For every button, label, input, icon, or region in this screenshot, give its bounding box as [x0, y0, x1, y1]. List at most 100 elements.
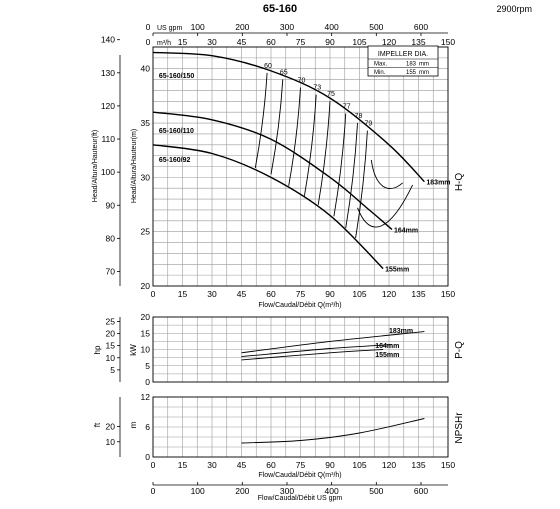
efficiency-iso-line — [355, 130, 368, 239]
top-gpm-tick: 600 — [414, 22, 428, 32]
top-gpm-tick: 200 — [235, 22, 249, 32]
hq-y-m-label: Head/Altura/Hauteur(m) — [131, 129, 138, 203]
hq-y-m-tick: 30 — [141, 172, 151, 182]
np-x-tick: 120 — [382, 460, 396, 470]
top-gpm-tick: 0 — [146, 22, 151, 32]
pq-y-hp-tick: 20 — [106, 329, 116, 339]
top-gpm-tick: 500 — [369, 22, 383, 32]
efficiency-label: 65 — [280, 69, 288, 76]
efficiency-label: 73 — [313, 85, 321, 92]
bottom-gpm-tick: 100 — [191, 486, 205, 496]
npsh-curve — [241, 418, 425, 444]
hq-y-ft-tick: 80 — [106, 233, 116, 243]
efficiency-label: 79 — [364, 121, 372, 128]
pq-y-hp-tick: 25 — [106, 316, 116, 326]
np-x-tick: 15 — [178, 460, 188, 470]
np-y-ft-tick: 10 — [106, 437, 116, 447]
hq-x-tick: 90 — [325, 289, 335, 299]
hq-curve-name: 65-160/150 — [159, 73, 195, 80]
hq-y-m-tick: 35 — [141, 118, 151, 128]
hq-x-tick: 30 — [207, 289, 217, 299]
pq-frame — [152, 316, 449, 383]
hq-y-m-tick: 25 — [141, 227, 151, 237]
top-m3h-tick: 150 — [441, 37, 455, 47]
bottom-gpm-tick: 300 — [280, 486, 294, 496]
pq-y-kw-label: kW — [129, 344, 138, 356]
bottom-gpm-label: Flow/Caudal/Débit US gpm — [258, 495, 343, 502]
hq-curve-155mm — [152, 144, 384, 270]
hq-y-ft-tick: 140 — [101, 35, 115, 45]
bottom-gpm-tick: 200 — [235, 486, 249, 496]
hq-y-ft-tick: 70 — [106, 266, 116, 276]
pq-y-kw-tick: 5 — [145, 361, 150, 371]
efficiency-iso-line — [254, 72, 268, 169]
top-gpm-tick: 100 — [191, 22, 205, 32]
efficiency-loop-upper — [370, 159, 404, 189]
efficiency-label: 75 — [327, 91, 335, 98]
np-y-ft-tick: 20 — [106, 422, 116, 432]
bottom-gpm-tick: 0 — [151, 486, 156, 496]
efficiency-label: 77 — [343, 104, 351, 111]
impeller-max-value: 183 — [406, 62, 417, 68]
bottom-gpm-tick: 600 — [414, 486, 428, 496]
top-m3h-tick: 15 — [178, 37, 188, 47]
hq-curve-end-label: 155mm — [385, 267, 409, 274]
impeller-min-unit: mm — [419, 70, 429, 76]
chart-title: 65-160 — [263, 3, 297, 15]
impeller-max-unit: mm — [419, 62, 429, 68]
hq-x-tick: 0 — [151, 289, 156, 299]
pq-y-kw-tick: 15 — [141, 328, 151, 338]
efficiency-label: 70 — [298, 77, 306, 84]
hq-y-ft-tick: 110 — [101, 134, 115, 144]
top-m3h-tick: 30 — [207, 37, 217, 47]
top-gpm-tick: 400 — [325, 22, 339, 32]
efficiency-loop-lower — [357, 184, 414, 228]
pq-y-hp-tick: 5 — [110, 365, 115, 375]
top-m3h-tick: 0 — [146, 37, 151, 47]
hq-y-ft-tick: 130 — [101, 68, 115, 78]
speed-label: 2900rpm — [496, 4, 532, 14]
bottom-gpm-tick: 400 — [325, 486, 339, 496]
pq-curve-164mm — [241, 344, 393, 358]
hq-curve-name: 65-160/110 — [159, 128, 194, 135]
top-m3h-tick: 75 — [296, 37, 306, 47]
hq-curve-end-label: 164mm — [394, 228, 418, 235]
np-frame — [152, 396, 449, 458]
pq-curve-155mm — [241, 349, 384, 361]
efficiency-iso-line — [288, 87, 301, 186]
efficiency-label: 78 — [355, 113, 363, 120]
np-x-tick: 90 — [325, 460, 335, 470]
top-gpm-tick: 300 — [280, 22, 294, 32]
impeller-box: IMPELLER DIA. Max. 183 mm Min. 155 mm — [367, 45, 439, 77]
top-m3h-tick: 135 — [411, 37, 425, 47]
pq-y-kw-tick: 10 — [141, 345, 151, 355]
top-m3h-tick: 90 — [325, 37, 335, 47]
np-y-m-tick: 6 — [145, 422, 150, 432]
bottom-gpm-axis: 0 100 200 300 400 500 600 Flow/Caudal/Débit US … — [151, 482, 448, 502]
impeller-box-title: IMPELLER DIA. — [378, 51, 428, 58]
np-y-m-tick: 0 — [145, 452, 150, 462]
top-m3h-tick: 120 — [382, 37, 396, 47]
efficiency-iso-line — [303, 94, 317, 196]
np-x-label: Flow/Caudal/Débit Q(m³/h) — [258, 472, 341, 479]
pq-y-kw-tick: 20 — [141, 312, 151, 322]
np-y-m-tick: 12 — [141, 392, 151, 402]
efficiency-label: 60 — [264, 63, 272, 70]
bottom-gpm-tick: 500 — [369, 486, 383, 496]
hq-x-tick: 150 — [441, 289, 455, 299]
pq-y-hp-tick: 15 — [106, 341, 116, 351]
np-x-tick: 60 — [266, 460, 276, 470]
pq-curve-label: 183mm — [389, 328, 413, 335]
hq-x-tick: 135 — [411, 289, 425, 299]
hq-y-ft-tick: 100 — [101, 167, 115, 177]
npsh-panel: 0 6 12 10 20 ft m NPSHr 0 15 30 45 60 75 90 105 120 135 15… — [93, 392, 465, 479]
hq-curve-end-label: 183mm — [426, 180, 450, 187]
efficiency-iso-line — [345, 122, 358, 229]
efficiency-iso-line — [333, 113, 347, 217]
np-x-tick: 45 — [237, 460, 247, 470]
pq-curve-label: 164mm — [375, 343, 399, 350]
hq-x-tick: 15 — [178, 289, 188, 299]
